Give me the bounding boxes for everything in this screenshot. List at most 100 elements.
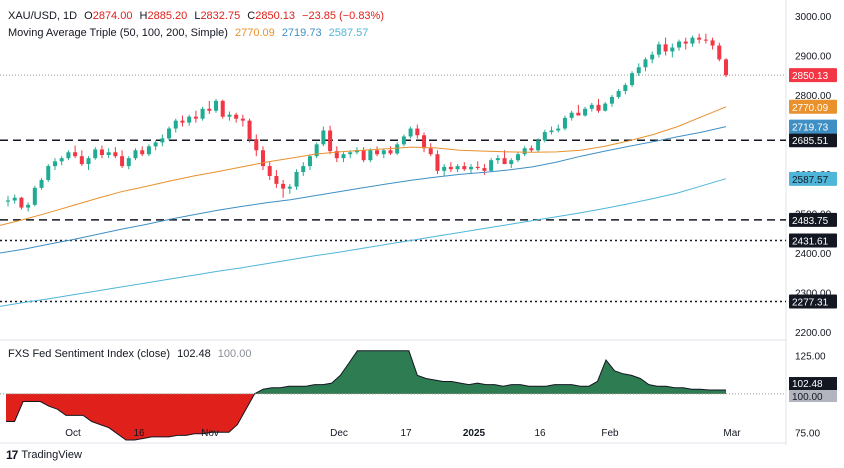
ma100-price-tag-text: 2719.73 xyxy=(792,123,829,134)
candle-body xyxy=(301,166,306,173)
level-price-tag xyxy=(789,294,837,309)
candle-body xyxy=(314,144,319,157)
candle-body xyxy=(489,160,494,171)
candle-body xyxy=(636,67,641,74)
tradingview-brand[interactable]: 17 TradingView xyxy=(6,448,82,462)
candle-body xyxy=(515,154,520,161)
candle-body xyxy=(187,116,192,123)
sentiment-baseline-tag-text: 100.00 xyxy=(792,392,823,403)
x-tick-label: Nov xyxy=(201,428,219,439)
candle-body xyxy=(422,135,427,149)
y-tick-label: 2300.00 xyxy=(795,289,832,300)
level-price-tag xyxy=(789,233,837,248)
ma50-price-tag-text: 2770.09 xyxy=(792,103,829,114)
sentiment-value-tag-text: 102.48 xyxy=(792,379,823,390)
candle-body xyxy=(146,146,151,155)
low-label: L xyxy=(194,10,201,22)
candle-body xyxy=(227,114,232,117)
candle-body xyxy=(26,204,31,208)
candle-body xyxy=(287,186,292,189)
candle-body xyxy=(428,148,433,155)
candle-body xyxy=(267,166,272,176)
candle-body xyxy=(482,168,487,171)
x-tick-label: 16 xyxy=(133,428,145,439)
candle-body xyxy=(677,41,682,48)
symbol-label: XAU/USD, 1D xyxy=(8,10,78,22)
candle-body xyxy=(126,158,131,167)
candle-body xyxy=(39,179,44,188)
candle-body xyxy=(522,148,527,155)
candle-body xyxy=(697,37,702,40)
sentiment-value-tag xyxy=(789,377,837,391)
candle-body xyxy=(408,128,413,137)
moving-average-200-line xyxy=(0,178,727,307)
candle-body xyxy=(52,161,57,167)
sentiment-baseline-tag xyxy=(789,390,837,403)
candle-body xyxy=(220,100,225,117)
ma-title: Moving Average Triple (50, 100, 200, Sim… xyxy=(8,27,228,39)
candle-body xyxy=(663,44,668,52)
y-tick-label: 2200.00 xyxy=(795,328,832,339)
candle-body xyxy=(455,166,460,170)
candle-body xyxy=(361,150,366,161)
candle-body xyxy=(93,149,98,159)
x-tick-label: 2025 xyxy=(463,428,486,439)
candle-body xyxy=(32,187,37,205)
candle-body xyxy=(247,120,252,140)
candle-body xyxy=(207,108,212,111)
level-price-tag xyxy=(789,212,837,227)
indicator-value: 102.48 xyxy=(177,348,211,360)
candle-body xyxy=(140,150,145,155)
ma200-price-tag xyxy=(789,171,837,186)
candle-body xyxy=(5,200,11,202)
candle-body xyxy=(502,158,507,165)
candle-body xyxy=(509,160,514,165)
candle-body xyxy=(415,128,420,136)
candle-body xyxy=(468,166,474,170)
candle-body xyxy=(717,45,722,60)
candle-body xyxy=(401,136,406,145)
sentiment-y-tick: 75.00 xyxy=(795,428,820,439)
candle-body xyxy=(556,128,561,131)
candle-body xyxy=(703,39,708,41)
y-tick-label: 2800.00 xyxy=(795,91,832,102)
candle-body xyxy=(167,128,172,139)
y-tick-label: 2400.00 xyxy=(795,249,832,260)
ma50-price-tag xyxy=(789,99,837,114)
candle-body xyxy=(542,132,547,141)
x-tick-label: 16 xyxy=(534,428,546,439)
candle-body xyxy=(623,85,628,91)
close-label: C xyxy=(247,10,256,22)
candle-body xyxy=(120,156,125,167)
candle-body xyxy=(549,130,554,133)
candle-body xyxy=(173,120,178,129)
ma200-price-tag-text: 2587.57 xyxy=(792,175,829,186)
candle-body xyxy=(86,158,91,165)
candle-body xyxy=(683,41,688,44)
candle-body xyxy=(354,150,359,153)
candle-body xyxy=(536,140,541,151)
candle-body xyxy=(609,96,614,104)
candle-body xyxy=(307,156,312,167)
candle-body xyxy=(180,120,185,123)
sentiment-positive-area xyxy=(6,350,726,394)
candle-body xyxy=(589,104,594,109)
candle-body xyxy=(442,166,447,171)
change-value: −23.85 (−0.83%) xyxy=(302,10,384,22)
last-price-tag xyxy=(789,68,837,83)
level-price-tag-text: 2431.61 xyxy=(792,237,829,248)
candle-body xyxy=(462,166,467,170)
candle-body xyxy=(603,103,608,111)
level-price-tag-text: 2483.75 xyxy=(792,216,829,227)
ohlc-values: O2874.00 H2885.20 L2832.75 C2850.13 −23.… xyxy=(84,10,388,22)
ma-legend: Moving Average Triple (50, 100, 200, Sim… xyxy=(8,27,372,39)
indicator-legend: FXS Fed Sentiment Index (close) 102.48 1… xyxy=(8,348,255,360)
candle-body xyxy=(529,148,534,151)
candle-body xyxy=(583,108,588,116)
candle-body xyxy=(596,104,601,111)
sentiment-negative-area xyxy=(6,393,726,440)
candle-body xyxy=(650,54,655,60)
y-tick-label: 3000.00 xyxy=(795,12,832,23)
candle-body xyxy=(670,47,675,52)
